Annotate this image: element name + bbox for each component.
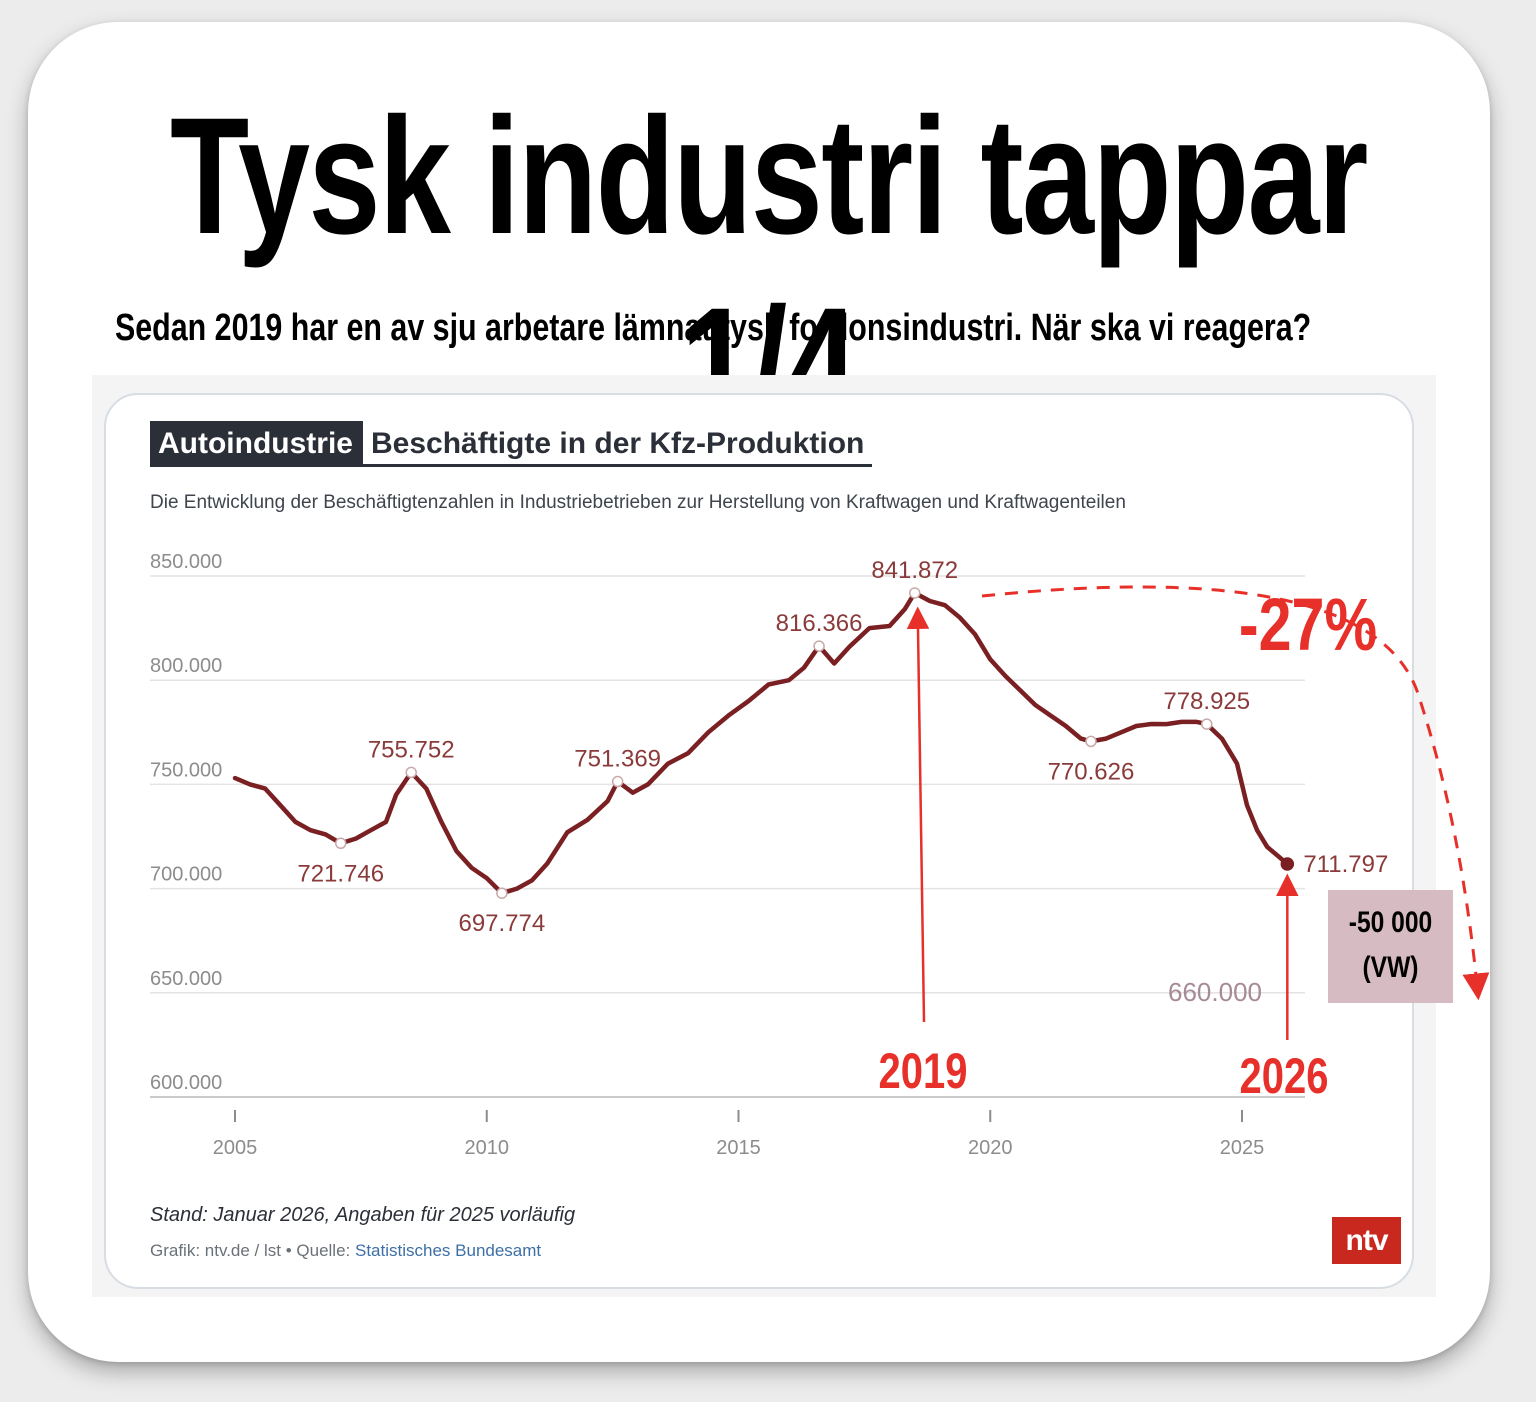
vw-cut-value: -50 000 bbox=[1348, 906, 1433, 939]
data-point-marker bbox=[611, 775, 624, 788]
data-point-marker bbox=[405, 766, 417, 779]
data-label: 841.872 bbox=[871, 557, 958, 584]
x-tick-label: 2025 bbox=[1220, 1137, 1265, 1159]
data-label: 751.369 bbox=[574, 746, 661, 773]
chart-subtitle: Die Entwicklung der Beschäftigtenzahlen … bbox=[150, 492, 1126, 513]
chart-footnote: Stand: Januar 2026, Angaben für 2025 vor… bbox=[150, 1204, 576, 1226]
y-tick-label: 650.000 bbox=[150, 968, 222, 990]
ntv-logo: ntv bbox=[1332, 1217, 1401, 1264]
chart-credits: Grafik: ntv.de / lst • Quelle: Statistis… bbox=[150, 1238, 541, 1264]
year-2026-label: 2026 bbox=[1240, 1048, 1329, 1104]
x-tick-label: 2015 bbox=[716, 1137, 761, 1159]
arrow-2019 bbox=[906, 606, 930, 1023]
series-line-employees bbox=[232, 590, 1290, 896]
y-tick-label: 600.000 bbox=[150, 1072, 222, 1094]
data-point-marker bbox=[496, 887, 508, 899]
credit-text: Grafik: ntv.de / lst • Quelle: bbox=[150, 1241, 355, 1260]
data-point-marker bbox=[1280, 857, 1295, 871]
projection-value-label: 660.000 bbox=[1168, 977, 1262, 1007]
x-tick-label: 2010 bbox=[465, 1137, 510, 1159]
data-label: 755.752 bbox=[368, 736, 455, 763]
data-label: 816.366 bbox=[776, 610, 863, 637]
data-label: 778.925 bbox=[1163, 688, 1250, 715]
subheadline: Sedan 2019 har en av sju arbetare lämnat… bbox=[115, 307, 1312, 349]
data-point-marker bbox=[908, 587, 921, 599]
drop-percent-label-group: -27% bbox=[1239, 584, 1377, 667]
y-tick-label: 850.000 bbox=[150, 551, 222, 573]
data-point-marker bbox=[334, 837, 347, 850]
year-2019-label-group: 2019 bbox=[879, 1043, 968, 1099]
chart-tag: Autoindustrie bbox=[150, 421, 363, 467]
source-link[interactable]: Statistisches Bundesamt bbox=[355, 1241, 542, 1260]
data-label: 697.774 bbox=[458, 910, 545, 937]
data-point-marker bbox=[1201, 718, 1213, 730]
data-label: 721.746 bbox=[297, 860, 384, 887]
year-2019-label: 2019 bbox=[879, 1043, 968, 1099]
vw-job-cuts-box: -50 000 (VW) bbox=[1328, 890, 1453, 1003]
y-tick-label: 750.000 bbox=[150, 759, 222, 781]
year-2026-label-group: 2026 bbox=[1240, 1048, 1329, 1104]
x-tick-label: 2020 bbox=[968, 1137, 1013, 1159]
headline: Tysk industri tappar 1/4 bbox=[170, 84, 1368, 459]
projection-dashed-arrow bbox=[981, 585, 1490, 1001]
x-tick-label: 2005 bbox=[213, 1137, 258, 1159]
chart-title: Beschäftigte in der Kfz-Produktion bbox=[363, 421, 873, 467]
vw-cut-label: (VW) bbox=[1362, 951, 1419, 984]
y-tick-label: 800.000 bbox=[150, 655, 222, 677]
data-label: 711.797 bbox=[1303, 851, 1388, 878]
data-point-marker bbox=[1085, 735, 1097, 748]
data-point-marker bbox=[813, 640, 825, 652]
y-tick-label: 700.000 bbox=[150, 864, 222, 886]
chart-header: Autoindustrie Beschäftigte in der Kfz-Pr… bbox=[150, 421, 873, 467]
data-label: 770.626 bbox=[1048, 758, 1135, 785]
chart-panel bbox=[104, 393, 1414, 1289]
drop-percent-label: -27% bbox=[1239, 584, 1377, 667]
